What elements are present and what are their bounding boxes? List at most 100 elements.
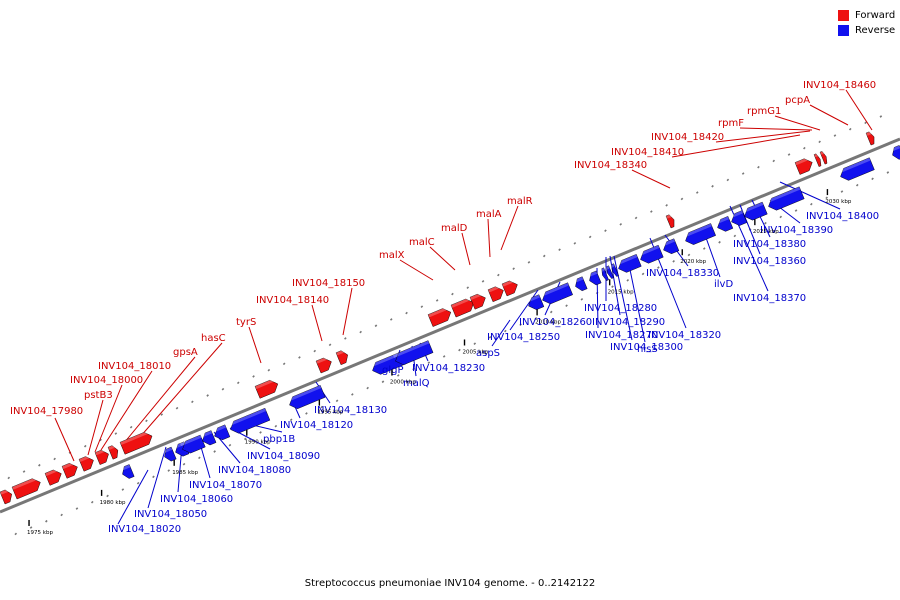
gene-highlight: [742, 202, 764, 214]
gene-highlight: [838, 157, 871, 174]
reverse-gene-body: [606, 265, 614, 279]
reverse-gene-body: [230, 407, 271, 434]
tick-mark: [711, 184, 714, 188]
tick-mark: [221, 387, 225, 391]
tick-mark: [320, 405, 324, 409]
reverse-gene: [120, 464, 135, 479]
reverse-gene: [173, 441, 190, 457]
tick-mark: [641, 272, 645, 276]
tick-mark: [389, 318, 393, 321]
gene-label: INV104_18400: [806, 211, 879, 222]
legend-reverse-label: Reverse: [855, 25, 896, 36]
tick-mark: [726, 178, 730, 182]
tick-mark: [451, 292, 454, 296]
leader-line: [809, 104, 849, 126]
gene-highlight: [95, 448, 108, 456]
forward-gene-body: [119, 432, 153, 455]
gene-highlight: [173, 441, 186, 450]
tick-mark: [305, 412, 308, 415]
gene-highlight: [12, 476, 40, 490]
gene-label: INV104_18300: [610, 342, 683, 353]
reverse-gene: [526, 294, 545, 310]
gene-highlight: [393, 340, 430, 358]
forward-gene: [450, 296, 475, 318]
leader-line: [845, 89, 873, 131]
gene-highlight: [610, 263, 615, 268]
tick-mark: [488, 336, 492, 339]
tick-mark: [53, 457, 56, 461]
tick-mark: [182, 462, 186, 466]
gene-highlight: [814, 153, 819, 158]
tick-mark: [733, 234, 737, 238]
gene-highlight: [162, 447, 173, 454]
tick-mark: [206, 394, 209, 397]
gene-highlight: [683, 223, 712, 238]
reverse-gene: [600, 267, 609, 281]
reverse-gene: [638, 244, 664, 264]
gene-label: malR: [507, 196, 533, 207]
tick-mark: [497, 273, 500, 277]
reverse-gene-body: [575, 276, 588, 292]
reverse-gene: [228, 407, 271, 434]
leader-line: [100, 370, 153, 451]
reverse-gene-body: [202, 430, 217, 446]
forward-gene-body: [450, 298, 475, 318]
forward-gene-body: [94, 449, 109, 465]
tick-mark: [374, 324, 378, 328]
leader-line: [399, 259, 434, 281]
gene-label: INV104_18270: [585, 330, 658, 341]
reverse-gene-body: [611, 263, 619, 277]
gene-label: pbp1B: [263, 434, 295, 445]
reverse-gene: [587, 270, 602, 286]
tick-mark: [855, 183, 859, 187]
reverse-gene: [616, 254, 642, 273]
gene-highlight: [488, 284, 503, 293]
tick-mark: [794, 209, 798, 212]
gene-label: INV104_17980: [10, 406, 83, 417]
gene-highlight: [370, 351, 403, 368]
forward-gene-body: [501, 280, 518, 297]
gene-label: rpmF: [718, 118, 744, 129]
tick-mark: [481, 280, 485, 283]
tick-mark: [412, 367, 415, 371]
forward-gene: [819, 150, 828, 165]
leader-line: [509, 289, 539, 331]
leader-line: [703, 231, 721, 278]
tick-mark: [22, 470, 26, 473]
gene-highlight: [866, 130, 873, 136]
forward-gene: [315, 355, 332, 374]
gene-highlight: [62, 460, 77, 470]
gene-label: hasC: [201, 333, 226, 344]
leader-line: [739, 127, 813, 131]
gene-highlight: [255, 377, 277, 390]
forward-gene: [78, 454, 94, 472]
tick-mark: [198, 456, 201, 460]
legend-reverse: Reverse: [838, 23, 895, 38]
tick-mark: [466, 286, 470, 290]
tick-mark: [657, 266, 660, 269]
forward-gene: [813, 153, 822, 167]
ruler-label: 1975 kbp: [27, 530, 53, 536]
forward-gene-body: [315, 357, 332, 374]
ruler-label: 2025 kbp: [753, 229, 779, 235]
leader-line: [627, 259, 646, 343]
tick-mark: [38, 463, 41, 467]
tick-mark: [328, 343, 332, 347]
gene-label: INV104_18090: [247, 451, 320, 462]
gene-label: INV104_18130: [314, 405, 387, 416]
gene-label: INV104_18140: [256, 295, 329, 306]
gene-highlight: [470, 291, 485, 300]
tick-mark: [458, 348, 461, 352]
forward-swatch: [838, 10, 849, 21]
leader-line: [671, 134, 801, 158]
forward-gene-body: [254, 379, 279, 399]
tick-mark: [7, 476, 11, 480]
ruler-label: 2030 kbp: [825, 199, 851, 205]
reverse-gene-body: [768, 186, 805, 211]
forward-gene: [0, 488, 12, 505]
tick-mark: [75, 507, 79, 510]
gene-highlight: [616, 254, 638, 266]
tick-mark: [274, 424, 278, 428]
leader-line: [139, 342, 223, 438]
gene-label: malC: [409, 237, 435, 248]
